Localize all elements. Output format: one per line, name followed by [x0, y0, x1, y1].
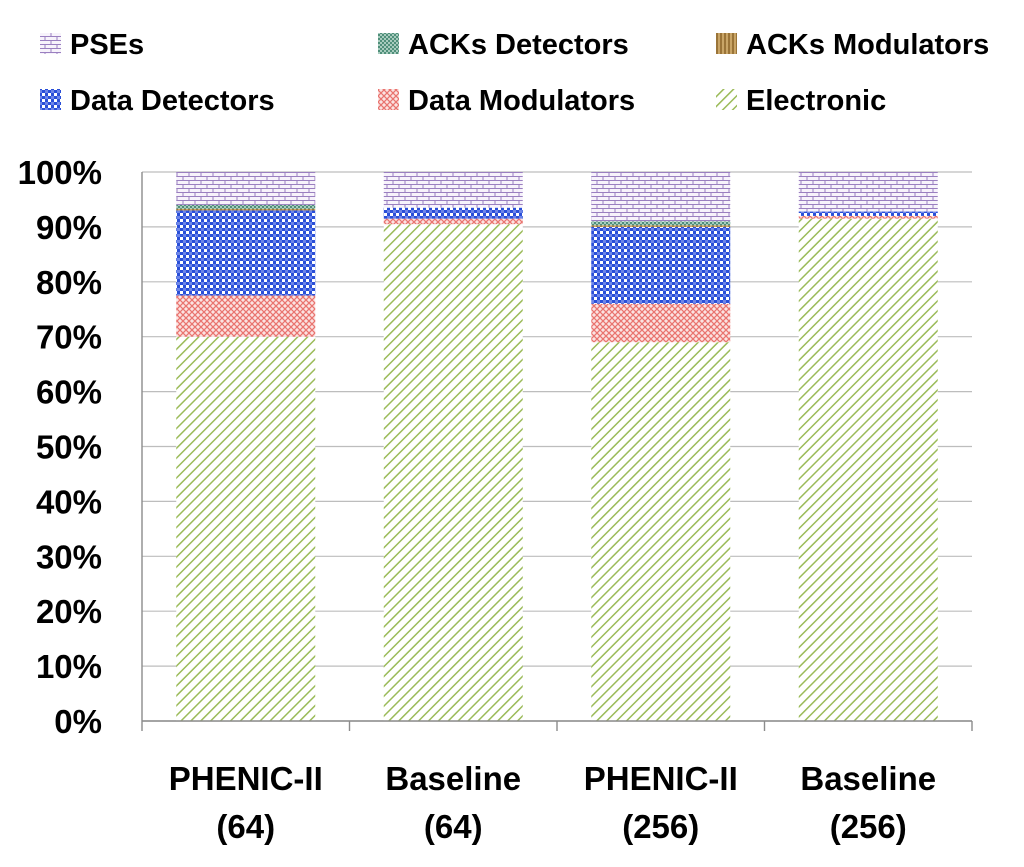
bar-segment-data-modulators-1 — [176, 295, 316, 337]
y-tick-label-10: 100% — [18, 154, 102, 191]
bar-segment-acks-modulators-3 — [591, 225, 731, 227]
legend-swatch-data-modulators — [378, 89, 399, 110]
axes — [141, 172, 973, 731]
bar-segment-electronic-4 — [798, 218, 938, 722]
legend-label-data-detectors: Data Detectors — [70, 85, 275, 117]
bar-segment-electronic-2 — [383, 224, 523, 721]
bar-segment-electronic-1 — [176, 336, 316, 721]
x-category-label-4-line-1: Baseline — [800, 760, 936, 797]
y-tick-label-2: 20% — [36, 593, 102, 630]
x-category-label-4-line-2: (256) — [830, 808, 907, 845]
y-tick-label-0: 0% — [54, 703, 102, 740]
y-tick-label-7: 70% — [36, 319, 102, 356]
y-tick-label-3: 30% — [36, 538, 102, 575]
legend-swatch-pses — [40, 33, 61, 54]
bar-stack-1 — [176, 172, 316, 721]
bar-segment-data-detectors-4 — [798, 211, 938, 216]
legend-swatch-acks-detectors — [378, 33, 399, 54]
bar-segment-data-detectors-2 — [383, 207, 523, 219]
legend-item-acks-modulators: ACKs Modulators — [716, 29, 989, 61]
bar-segment-data-modulators-3 — [591, 303, 731, 343]
bar-segment-electronic-3 — [591, 342, 731, 721]
bar-stack-3 — [591, 172, 731, 721]
bar-segment-pses-2 — [383, 172, 523, 208]
x-category-label-2-line-1: Baseline — [385, 760, 521, 797]
legend-label-electronic: Electronic — [746, 85, 886, 117]
x-category-label-3-line-2: (256) — [622, 808, 699, 845]
legend-swatch-acks-modulators — [716, 33, 737, 54]
bar-segment-pses-3 — [591, 172, 731, 222]
legend-label-pses: PSEs — [70, 29, 144, 61]
y-tick-label-9: 90% — [36, 209, 102, 246]
legend-label-data-modulators: Data Modulators — [408, 85, 635, 117]
legend: PSEs ACKs Detectors ACKs Modulators Data… — [40, 29, 989, 117]
bar-segment-pses-4 — [798, 172, 938, 212]
legend-label-acks-detectors: ACKs Detectors — [408, 29, 629, 61]
y-axis-tick-labels: 0% 10% 20% 30% 40% 50% 60% 70% 80% 90% 100% — [18, 154, 102, 740]
bar-segment-data-detectors-1 — [176, 210, 316, 296]
legend-swatch-data-detectors — [40, 89, 61, 110]
bars — [176, 172, 938, 722]
bar-segment-data-detectors-3 — [591, 226, 731, 304]
bar-stack-4 — [798, 172, 938, 722]
y-tick-label-5: 50% — [36, 429, 102, 466]
legend-label-acks-modulators: ACKs Modulators — [746, 29, 989, 61]
x-axis-category-labels: PHENIC-II (64) Baseline (64) PHENIC-II (256) B… — [169, 760, 936, 845]
legend-item-pses: PSEs — [40, 29, 144, 61]
x-category-label-3-line-1: PHENIC-II — [584, 760, 738, 797]
x-category-label-1-line-1: PHENIC-II — [169, 760, 323, 797]
y-tick-label-6: 60% — [36, 374, 102, 411]
legend-item-electronic: Electronic — [716, 85, 886, 117]
x-category-label-1-line-2: (64) — [216, 808, 275, 845]
bar-segment-pses-1 — [176, 172, 316, 205]
legend-item-data-modulators: Data Modulators — [378, 85, 635, 117]
x-category-label-2-line-2: (64) — [424, 808, 483, 845]
bar-segment-data-modulators-4 — [798, 215, 938, 219]
bar-segment-acks-detectors-3 — [591, 221, 731, 226]
bar-segment-acks-modulators-1 — [176, 208, 316, 211]
bar-segment-data-modulators-2 — [383, 218, 523, 225]
y-tick-label-8: 80% — [36, 264, 102, 301]
y-tick-label-1: 10% — [36, 648, 102, 685]
legend-swatch-electronic — [716, 89, 737, 110]
bar-stack-2 — [383, 172, 523, 721]
legend-item-acks-detectors: ACKs Detectors — [378, 29, 629, 61]
legend-item-data-detectors: Data Detectors — [40, 85, 275, 117]
y-tick-label-4: 40% — [36, 483, 102, 520]
bar-segment-acks-detectors-1 — [176, 204, 316, 209]
